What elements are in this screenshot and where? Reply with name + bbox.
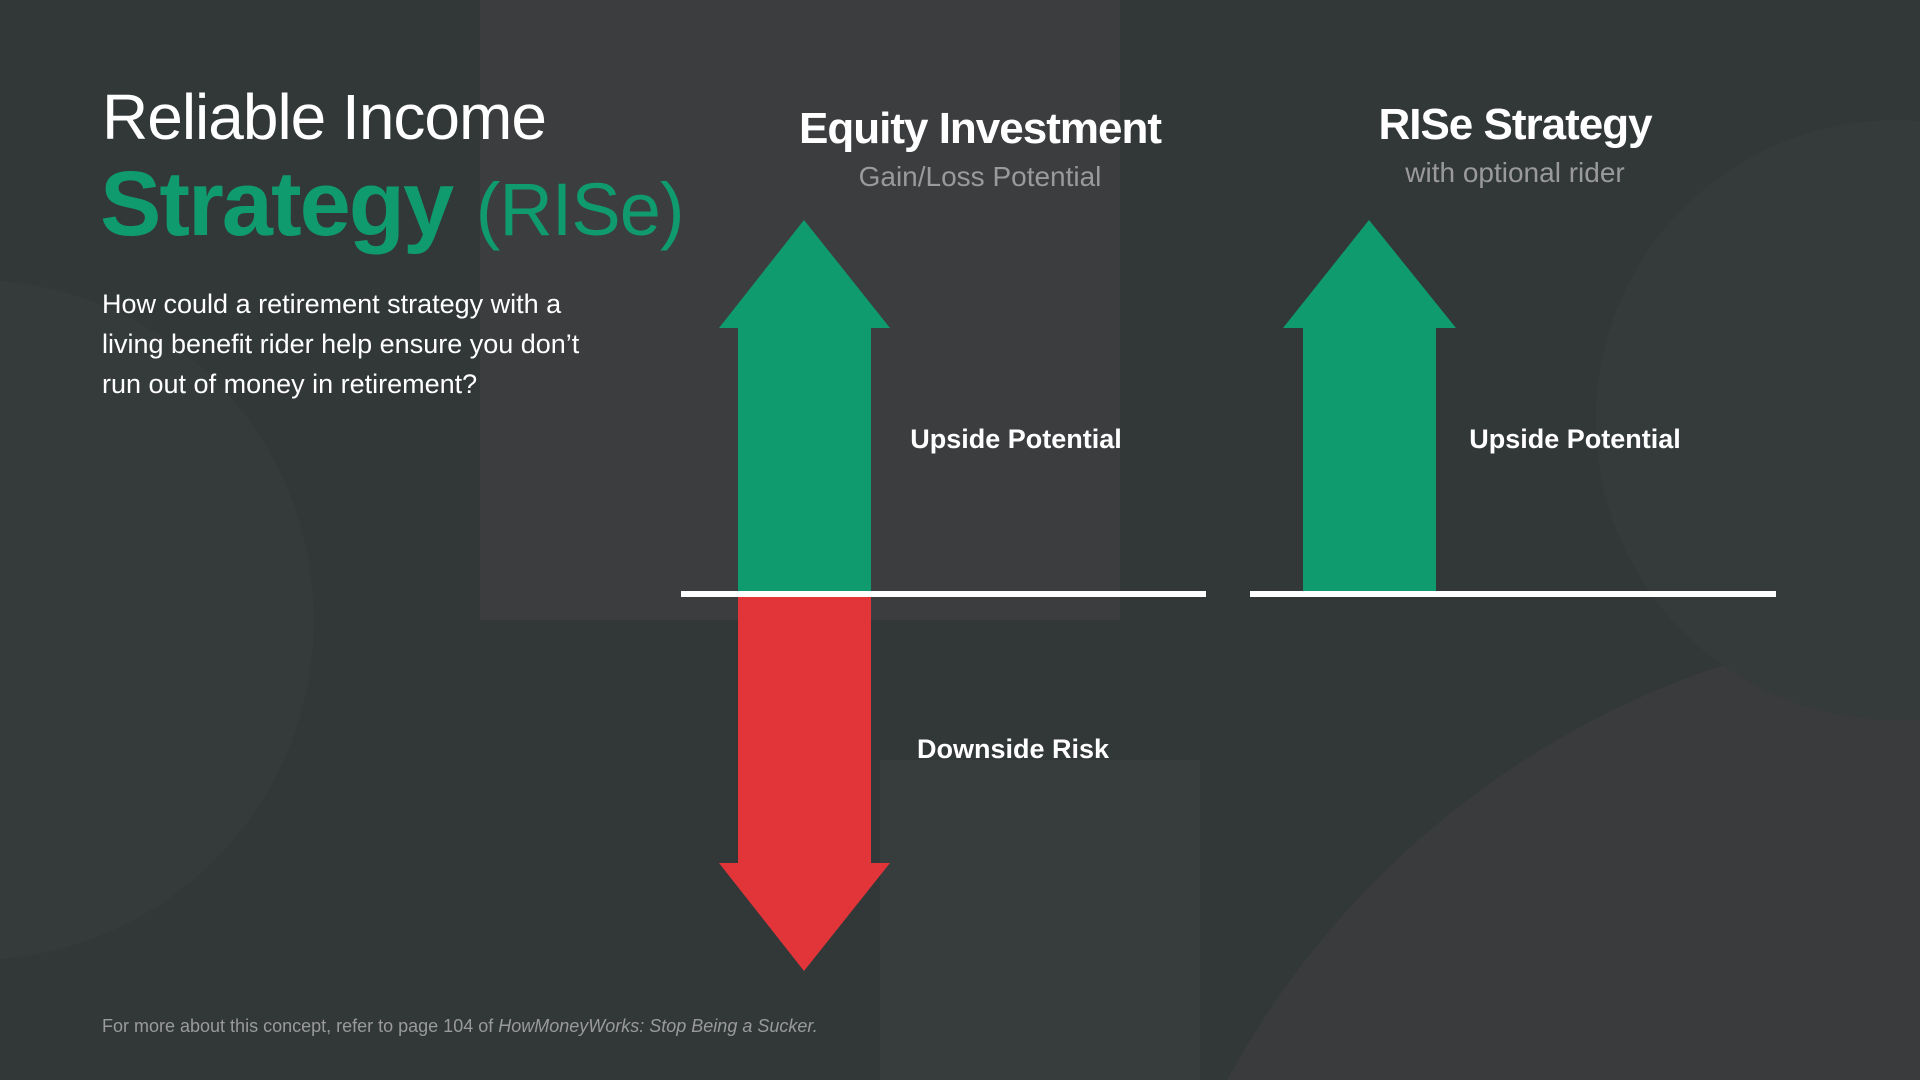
rise-subheading: with optional rider <box>1405 157 1625 188</box>
upside-arrow-icon <box>719 220 890 593</box>
bg-circle-bottom-right <box>1227 624 1920 1080</box>
equity-downside-label: Downside Risk <box>916 734 1110 764</box>
footer-note: For more about this concept, refer to pa… <box>102 1016 818 1037</box>
title-line2: Strategy (RISe) <box>100 152 685 257</box>
footer-book-title: HowMoneyWorks: Stop Being a Sucker. <box>498 1016 818 1036</box>
question-text: How could a retirement strategy with a l… <box>102 289 580 399</box>
rise-upside-arrow-icon <box>1283 220 1456 593</box>
equity-heading: Equity Investment <box>799 104 1162 153</box>
bg-circle-left <box>0 281 314 959</box>
rise-heading: RISe Strategy <box>1378 100 1652 149</box>
bg-panel-bottom <box>880 760 1200 1080</box>
downside-arrow-icon <box>719 597 890 971</box>
baseline-equity <box>681 591 1206 597</box>
bg-circle-top-right <box>1595 120 1920 721</box>
title-strategy: Strategy <box>100 153 454 255</box>
title-abbr: (RISe) <box>475 168 685 251</box>
equity-subheading: Gain/Loss Potential <box>858 161 1102 192</box>
equity-upside-label: Upside Potential <box>910 424 1122 454</box>
title-line1: Reliable Income <box>102 81 547 153</box>
rise-upside-label: Upside Potential <box>1469 424 1681 454</box>
footer-text: For more about this concept, refer to pa… <box>102 1016 499 1036</box>
baseline-rise <box>1250 591 1776 597</box>
